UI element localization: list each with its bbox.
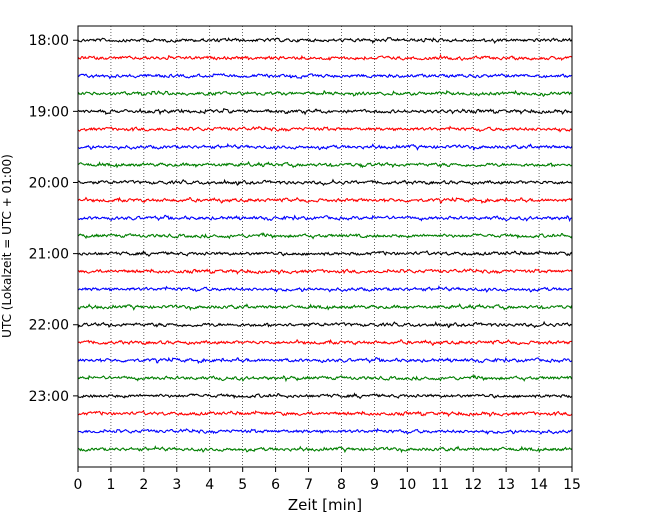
trace-3 bbox=[77, 73, 573, 80]
y-axis: 18:00 19:00 20:00 21:00 22:00 23:00 bbox=[29, 33, 78, 405]
trace-13 bbox=[77, 249, 573, 257]
trace-12 bbox=[77, 232, 573, 240]
y-tick-label: 20:00 bbox=[29, 175, 69, 191]
x-tick-label: 12 bbox=[464, 477, 482, 493]
trace-8 bbox=[77, 160, 573, 169]
y-tick-label: 19:00 bbox=[29, 104, 69, 120]
trace-19 bbox=[77, 356, 573, 365]
x-tick-label: 15 bbox=[563, 477, 581, 493]
y-tick-label: 23:00 bbox=[29, 389, 69, 405]
y-tick-label: 21:00 bbox=[29, 247, 69, 263]
trace-9 bbox=[77, 178, 573, 186]
x-axis-label: Zeit [min] bbox=[288, 496, 362, 514]
trace-6 bbox=[77, 125, 573, 133]
y-axis-label: UTC (Lokalzeit = UTC + 01:00) bbox=[0, 154, 14, 338]
x-tick-label: 4 bbox=[205, 477, 214, 493]
x-tick-label: 14 bbox=[530, 477, 548, 493]
trace-20 bbox=[77, 374, 573, 383]
y-tick-label: 22:00 bbox=[29, 318, 69, 334]
x-tick-label: 3 bbox=[172, 477, 181, 493]
x-axis: 0 1 2 3 4 5 6 7 8 9 10 11 12 13 14 15 bbox=[74, 467, 581, 493]
x-tick-label: 2 bbox=[139, 477, 148, 493]
trace-23 bbox=[77, 427, 573, 435]
plot-frame bbox=[77, 25, 573, 468]
trace-16 bbox=[77, 303, 573, 312]
trace-17 bbox=[77, 320, 573, 329]
trace-5 bbox=[77, 107, 573, 116]
trace-4 bbox=[77, 89, 573, 97]
x-tick-label: 8 bbox=[337, 477, 346, 493]
x-tick-label: 13 bbox=[497, 477, 515, 493]
x-tick-label: 10 bbox=[398, 477, 416, 493]
traces-layer bbox=[77, 36, 573, 454]
trace-7 bbox=[77, 142, 573, 151]
trace-2 bbox=[77, 53, 573, 62]
x-tick-label: 0 bbox=[74, 477, 83, 493]
trace-14 bbox=[77, 268, 573, 275]
x-tick-label: 6 bbox=[271, 477, 280, 493]
x-tick-label: 7 bbox=[304, 477, 313, 493]
trace-11 bbox=[77, 214, 573, 223]
trace-24 bbox=[77, 445, 573, 454]
x-tick-label: 5 bbox=[238, 477, 247, 493]
trace-22 bbox=[77, 410, 573, 418]
trace-15 bbox=[77, 285, 573, 293]
trace-10 bbox=[77, 196, 573, 205]
x-tick-label: 1 bbox=[106, 477, 115, 493]
x-tick-label: 9 bbox=[370, 477, 379, 493]
trace-21 bbox=[77, 392, 573, 400]
x-tick-label: 11 bbox=[431, 477, 449, 493]
trace-18 bbox=[77, 338, 573, 346]
y-tick-label: 18:00 bbox=[29, 33, 69, 49]
trace-1 bbox=[77, 36, 573, 44]
